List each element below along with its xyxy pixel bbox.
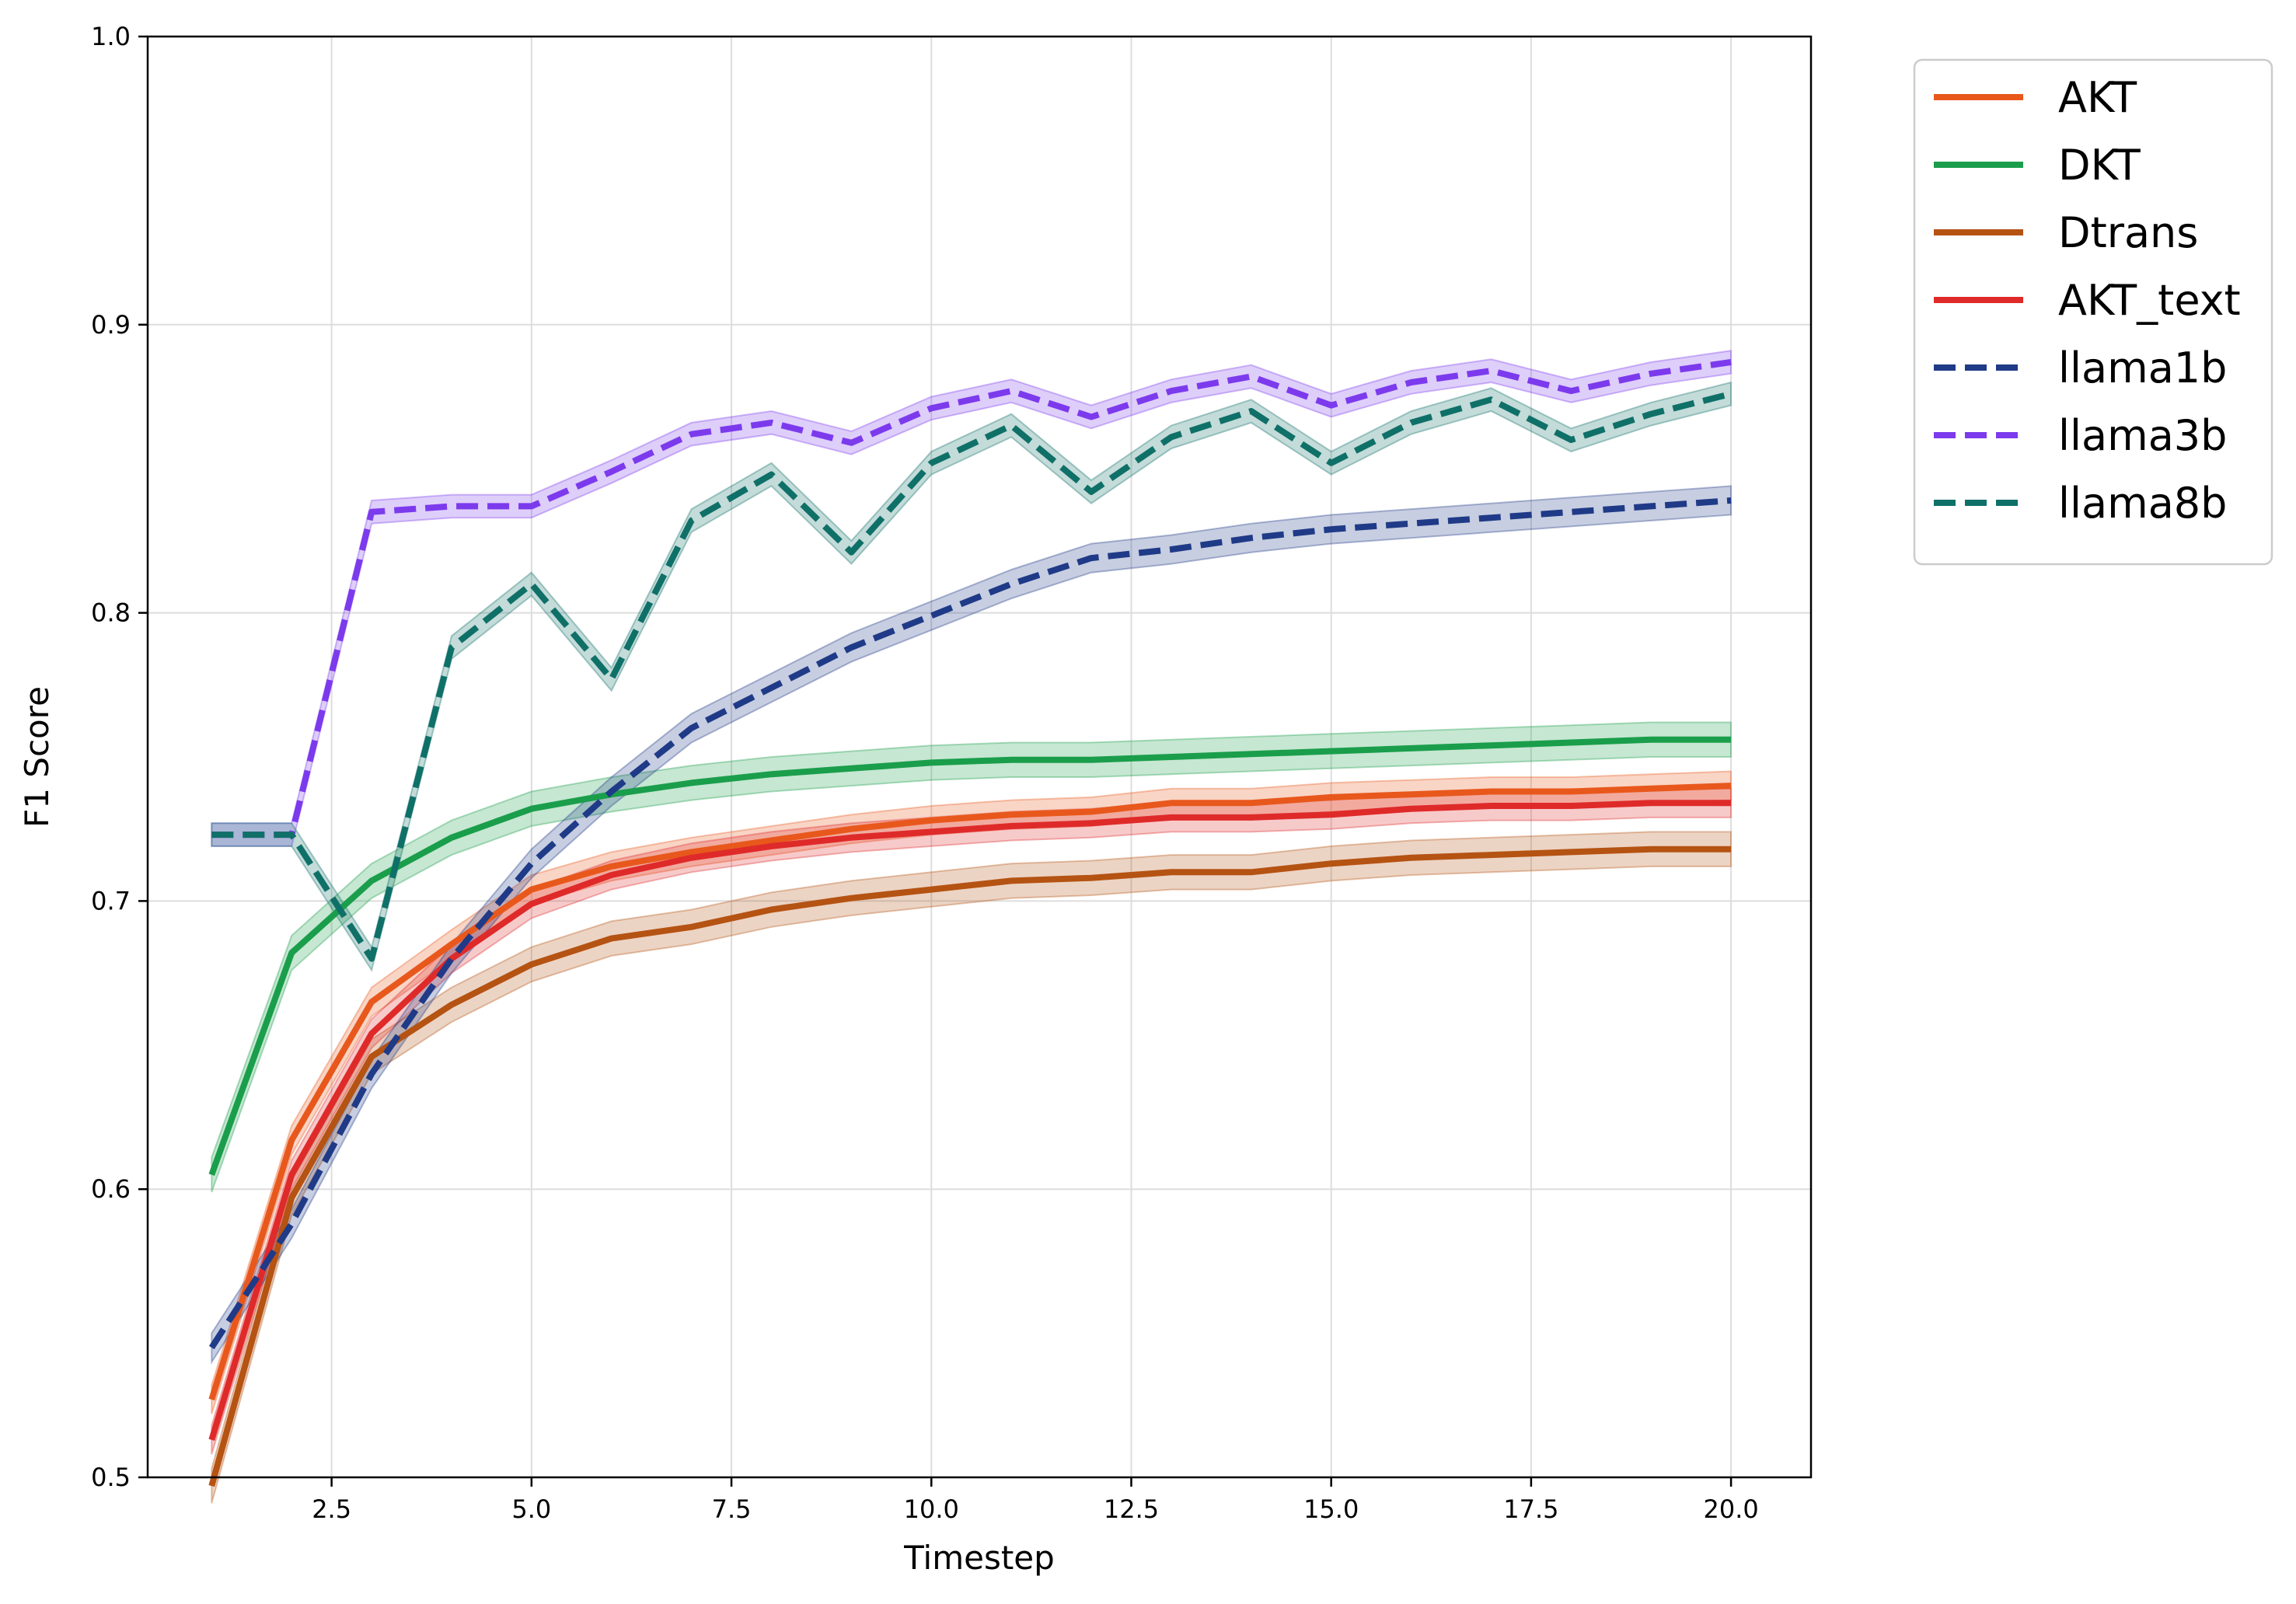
legend-label: llama3b [2058,411,2227,460]
legend-item-DKT: DKT [1934,141,2141,190]
legend-label: Dtrans [2058,208,2198,257]
x-axis-ticks: 2.5 5.0 7.5 10.0 12.5 15.0 17.5 20.0 [312,1477,1759,1524]
legend-label: llama1b [2058,343,2227,392]
band-llama1b [211,485,1732,1365]
x-tick-label: 15.0 [1303,1494,1359,1524]
y-axis-label: F1 Score [18,686,56,828]
legend-label: llama8b [2058,479,2227,528]
x-tick-label: 5.0 [511,1494,551,1524]
series-lines [208,359,1732,1487]
x-tick-label: 20.0 [1703,1494,1758,1524]
legend-item-llama3b: llama3b [1934,411,2227,460]
y-tick-label: 0.7 [91,886,131,915]
series-line-Dtrans [208,846,1732,1487]
band-llama3b [211,350,1732,847]
legend-item-Dtrans: Dtrans [1934,208,2198,257]
series-line-llama3b [211,359,1732,839]
series-line-llama1b [208,497,1732,1350]
series-line-DKT [208,736,1732,1177]
series-line-AKT_text [208,800,1732,1441]
x-tick-label: 12.5 [1104,1494,1159,1524]
series-line-AKT [208,783,1732,1401]
legend-item-llama1b: llama1b [1934,343,2227,392]
legend-item-llama8b: llama8b [1934,479,2227,528]
plot-area-frame [146,35,1813,1479]
y-tick-label: 0.9 [91,310,131,340]
y-tick-label: 1.0 [91,22,131,51]
legend-label: AKT_text [2058,276,2241,325]
band-AKT_text [211,787,1732,1455]
x-tick-label: 10.0 [904,1494,959,1524]
x-tick-label: 7.5 [712,1494,752,1524]
series-line-llama8b [211,390,1732,962]
legend: AKT DKT Dtrans AKT_text llama1b llama3b llama8… [1913,58,2273,566]
y-axis-ticks: 0.5 0.6 0.7 0.8 0.9 1.0 [91,22,148,1492]
band-Dtrans [211,831,1732,1504]
band-DKT [211,721,1732,1193]
x-tick-label: 2.5 [312,1494,351,1524]
band-llama8b [211,381,1732,972]
confidence-bands [211,350,1732,1504]
y-tick-label: 0.6 [91,1174,131,1204]
legend-item-AKT_text: AKT_text [1934,276,2241,325]
legend-item-AKT: AKT [1934,73,2137,122]
legend-label: DKT [2058,141,2141,190]
x-tick-label: 17.5 [1503,1494,1558,1524]
legend-label: AKT [2058,73,2137,122]
y-tick-label: 0.5 [91,1463,131,1492]
y-tick-label: 0.8 [91,598,131,628]
x-axis-label: Timestep [903,1539,1055,1577]
